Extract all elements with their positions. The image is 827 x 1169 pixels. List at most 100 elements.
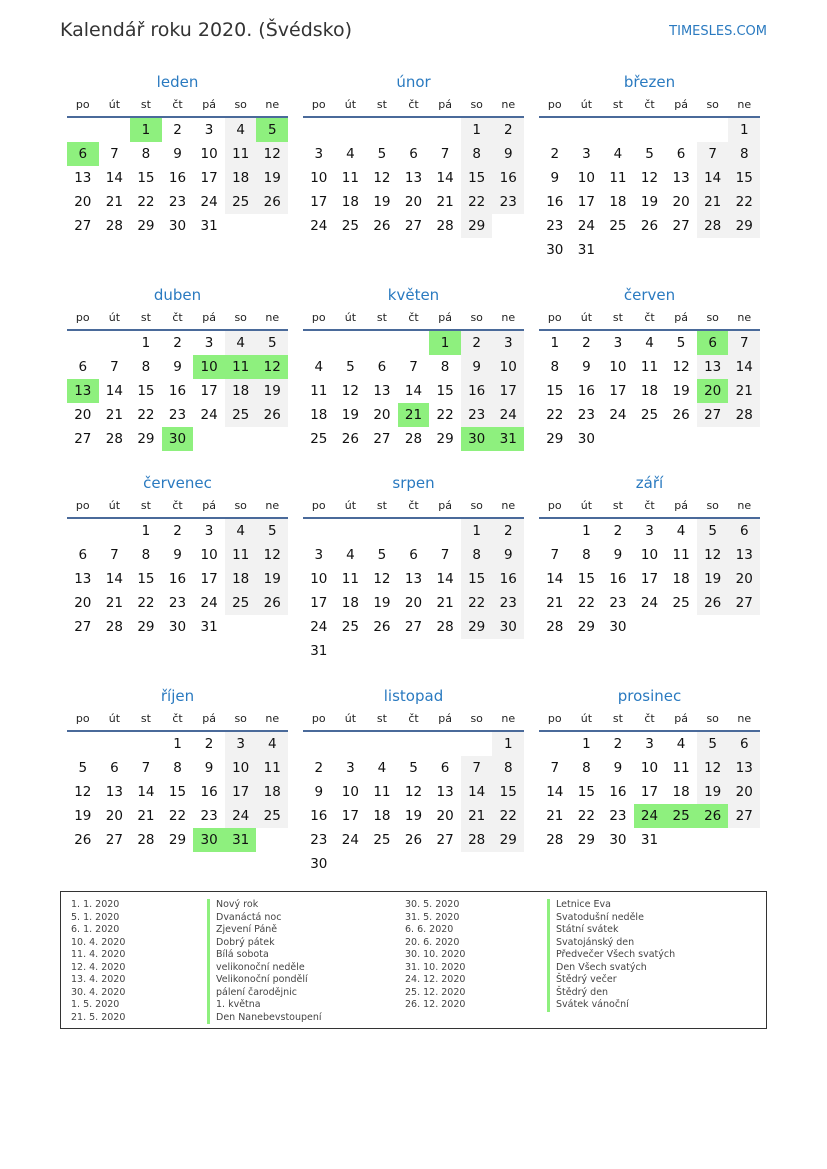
day-cell[interactable]: 1 — [141, 523, 151, 539]
day-cell[interactable]: 29 — [577, 832, 595, 848]
day-cell[interactable]: 21 — [546, 808, 564, 824]
day-cell[interactable]: 24 — [633, 804, 666, 828]
day-cell[interactable]: 7 — [110, 146, 119, 162]
day-cell[interactable]: 8 — [582, 547, 591, 563]
day-cell[interactable]: 15 — [460, 567, 493, 591]
day-cell[interactable]: 5 — [676, 335, 686, 351]
day-cell[interactable]: 24 — [609, 407, 627, 423]
day-cell[interactable]: 22 — [460, 591, 493, 615]
day-cell[interactable]: 10 — [200, 146, 218, 162]
day-cell[interactable]: 8 — [728, 142, 761, 166]
day-cell[interactable]: 2 — [204, 736, 214, 752]
day-cell[interactable]: 30 — [310, 856, 328, 872]
day-cell[interactable]: 14 — [460, 780, 493, 804]
day-cell[interactable]: 25 — [672, 595, 690, 611]
day-cell[interactable]: 29 — [137, 619, 155, 635]
day-cell[interactable]: 28 — [546, 619, 564, 635]
day-cell[interactable]: 14 — [436, 571, 454, 587]
day-cell[interactable]: 14 — [404, 383, 423, 399]
day-cell[interactable]: 21 — [137, 808, 155, 824]
day-cell[interactable]: 13 — [728, 543, 761, 567]
brand-link[interactable]: TIMESLES.COM — [669, 24, 767, 39]
day-cell[interactable]: 29 — [728, 214, 761, 238]
day-cell[interactable]: 17 — [640, 784, 659, 800]
day-cell[interactable]: 20 — [105, 808, 123, 824]
day-cell[interactable]: 13 — [67, 379, 99, 403]
day-cell[interactable]: 27 — [105, 832, 123, 848]
day-cell[interactable]: 25 — [224, 591, 257, 615]
day-cell[interactable]: 10 — [310, 170, 328, 186]
day-cell[interactable]: 15 — [577, 784, 595, 800]
day-cell[interactable]: 20 — [404, 595, 423, 611]
day-cell[interactable]: 10 — [640, 547, 659, 563]
day-cell[interactable]: 25 — [609, 218, 627, 234]
day-cell[interactable]: 6 — [728, 519, 761, 543]
day-cell[interactable]: 25 — [373, 832, 391, 848]
day-cell[interactable]: 18 — [256, 780, 289, 804]
day-cell[interactable]: 30 — [577, 431, 595, 447]
day-cell[interactable]: 28 — [728, 403, 761, 427]
day-cell[interactable]: 24 — [200, 194, 218, 210]
day-cell[interactable]: 13 — [672, 170, 690, 186]
day-cell[interactable]: 2 — [492, 519, 525, 543]
day-cell[interactable]: 13 — [728, 756, 761, 780]
day-cell[interactable]: 18 — [341, 194, 359, 210]
day-cell[interactable]: 5 — [696, 732, 729, 756]
day-cell[interactable]: 29 — [546, 431, 564, 447]
day-cell[interactable]: 2 — [460, 331, 493, 355]
day-cell[interactable]: 6 — [67, 142, 99, 166]
day-cell[interactable]: 16 — [492, 567, 525, 591]
day-cell[interactable]: 6 — [377, 359, 387, 375]
day-cell[interactable]: 9 — [314, 784, 324, 800]
day-cell[interactable]: 6 — [676, 146, 686, 162]
day-cell[interactable]: 23 — [492, 591, 525, 615]
day-cell[interactable]: 9 — [492, 142, 525, 166]
day-cell[interactable]: 19 — [696, 780, 729, 804]
day-cell[interactable]: 26 — [341, 431, 359, 447]
day-cell[interactable]: 18 — [672, 784, 690, 800]
day-cell[interactable]: 28 — [546, 832, 564, 848]
day-cell[interactable]: 13 — [696, 355, 729, 379]
day-cell[interactable]: 5 — [409, 760, 418, 776]
day-cell[interactable]: 5 — [377, 547, 387, 563]
day-cell[interactable]: 12 — [640, 170, 659, 186]
day-cell[interactable]: 29 — [577, 619, 595, 635]
day-cell[interactable]: 23 — [609, 595, 627, 611]
day-cell[interactable]: 22 — [577, 808, 595, 824]
day-cell[interactable]: 14 — [436, 170, 454, 186]
day-cell[interactable]: 16 — [168, 170, 187, 186]
day-cell[interactable]: 19 — [672, 383, 690, 399]
day-cell[interactable]: 21 — [397, 403, 430, 427]
day-cell[interactable]: 17 — [609, 383, 627, 399]
day-cell[interactable]: 18 — [672, 571, 690, 587]
day-cell[interactable]: 13 — [105, 784, 123, 800]
day-cell[interactable]: 29 — [168, 832, 187, 848]
day-cell[interactable]: 4 — [314, 359, 324, 375]
day-cell[interactable]: 4 — [224, 118, 257, 142]
day-cell[interactable]: 4 — [346, 547, 355, 563]
day-cell[interactable]: 11 — [256, 756, 289, 780]
day-cell[interactable]: 22 — [168, 808, 187, 824]
day-cell[interactable]: 26 — [696, 591, 729, 615]
day-cell[interactable]: 13 — [74, 170, 92, 186]
day-cell[interactable]: 12 — [404, 784, 423, 800]
day-cell[interactable]: 23 — [577, 407, 595, 423]
day-cell[interactable]: 17 — [577, 194, 595, 210]
day-cell[interactable]: 12 — [373, 571, 391, 587]
day-cell[interactable]: 11 — [224, 355, 257, 379]
day-cell[interactable]: 8 — [492, 756, 525, 780]
day-cell[interactable]: 19 — [373, 194, 391, 210]
day-cell[interactable]: 12 — [696, 756, 729, 780]
day-cell[interactable]: 17 — [310, 595, 328, 611]
day-cell[interactable]: 8 — [582, 760, 591, 776]
day-cell[interactable]: 17 — [492, 379, 525, 403]
day-cell[interactable]: 16 — [546, 194, 564, 210]
day-cell[interactable]: 8 — [460, 543, 493, 567]
day-cell[interactable]: 5 — [645, 146, 654, 162]
day-cell[interactable]: 9 — [492, 543, 525, 567]
day-cell[interactable]: 2 — [582, 335, 591, 351]
day-cell[interactable]: 27 — [696, 403, 729, 427]
day-cell[interactable]: 7 — [110, 359, 119, 375]
day-cell[interactable]: 2 — [550, 146, 560, 162]
day-cell[interactable]: 15 — [577, 571, 595, 587]
